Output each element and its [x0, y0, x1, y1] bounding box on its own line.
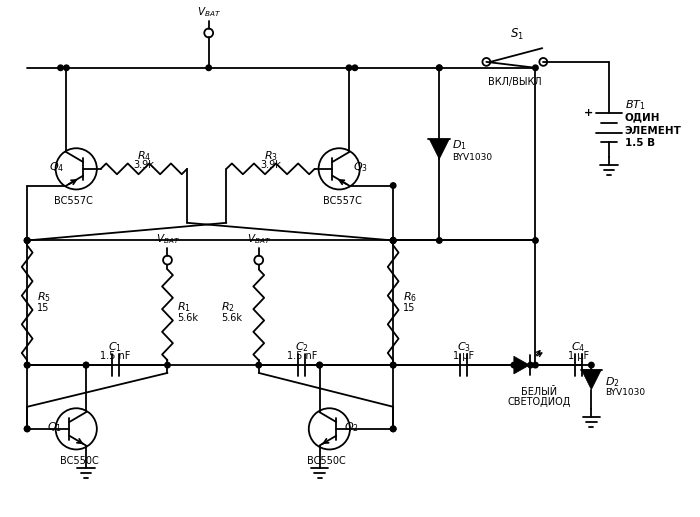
- Circle shape: [164, 362, 170, 368]
- Circle shape: [58, 65, 63, 70]
- Circle shape: [391, 238, 396, 243]
- Circle shape: [25, 362, 30, 368]
- Text: $Q_1$: $Q_1$: [47, 420, 62, 434]
- Circle shape: [346, 65, 351, 70]
- Circle shape: [437, 238, 442, 243]
- Text: ОДИН: ОДИН: [624, 113, 660, 123]
- Text: 5.6k: 5.6k: [221, 313, 242, 323]
- Circle shape: [206, 65, 211, 70]
- Text: $C_1$: $C_1$: [108, 341, 122, 354]
- Circle shape: [589, 362, 594, 368]
- Text: $D_2$: $D_2$: [605, 375, 620, 389]
- Circle shape: [25, 362, 30, 368]
- Text: $V_{BAT}$: $V_{BAT}$: [247, 233, 271, 247]
- Text: $BT_1$: $BT_1$: [624, 98, 645, 112]
- Text: $R_2$: $R_2$: [221, 300, 235, 314]
- Text: $V_{BAT}$: $V_{BAT}$: [197, 5, 220, 19]
- Circle shape: [391, 238, 396, 243]
- Circle shape: [528, 362, 533, 368]
- Text: $Q_2$: $Q_2$: [344, 420, 358, 434]
- Text: ВКЛ/ВЫКЛ: ВКЛ/ВЫКЛ: [488, 77, 542, 87]
- Circle shape: [391, 238, 396, 243]
- Text: BC557C: BC557C: [54, 196, 92, 206]
- Circle shape: [25, 426, 30, 432]
- Text: BC550C: BC550C: [307, 457, 346, 466]
- Circle shape: [25, 238, 30, 243]
- Text: $R_4$: $R_4$: [136, 149, 151, 163]
- Text: +: +: [584, 108, 594, 118]
- Circle shape: [317, 362, 322, 368]
- Text: $C_3$: $C_3$: [457, 341, 471, 354]
- Circle shape: [533, 65, 538, 70]
- Text: 1 μF: 1 μF: [568, 351, 589, 361]
- Circle shape: [533, 362, 538, 368]
- Text: $D_1$: $D_1$: [452, 139, 467, 152]
- Text: BC557C: BC557C: [323, 196, 362, 206]
- Circle shape: [25, 238, 30, 243]
- Circle shape: [391, 426, 396, 432]
- Text: $R_1$: $R_1$: [177, 300, 191, 314]
- Circle shape: [511, 362, 517, 368]
- Text: 1.5 В: 1.5 В: [624, 139, 654, 148]
- Text: $C_4$: $C_4$: [571, 341, 586, 354]
- Circle shape: [391, 362, 396, 368]
- Circle shape: [83, 362, 89, 368]
- Text: 1 μF: 1 μF: [453, 351, 475, 361]
- Text: 15: 15: [403, 302, 415, 313]
- Text: $Q_3$: $Q_3$: [354, 160, 368, 174]
- Circle shape: [64, 65, 69, 70]
- Text: 1.5 nF: 1.5 nF: [100, 351, 131, 361]
- Text: $C_2$: $C_2$: [295, 341, 309, 354]
- Circle shape: [317, 362, 322, 368]
- Polygon shape: [430, 140, 449, 159]
- Text: 5.6k: 5.6k: [177, 313, 198, 323]
- Text: 3.9k: 3.9k: [260, 160, 281, 170]
- Circle shape: [83, 362, 89, 368]
- Text: СВЕТОДИОД: СВЕТОДИОД: [508, 397, 571, 406]
- Circle shape: [352, 65, 358, 70]
- Text: $Q_4$: $Q_4$: [49, 160, 64, 174]
- Text: 1.5 nF: 1.5 nF: [287, 351, 317, 361]
- Circle shape: [533, 238, 538, 243]
- Text: $R_6$: $R_6$: [403, 290, 417, 304]
- Text: БЕЛЫЙ: БЕЛЫЙ: [522, 387, 557, 397]
- Circle shape: [391, 238, 396, 243]
- Text: 3.9k: 3.9k: [134, 160, 155, 170]
- Text: BYV1030: BYV1030: [605, 388, 645, 397]
- Text: BYV1030: BYV1030: [452, 153, 492, 162]
- Text: 15: 15: [37, 302, 50, 313]
- Circle shape: [391, 362, 396, 368]
- Circle shape: [437, 65, 442, 70]
- Circle shape: [391, 426, 396, 432]
- Circle shape: [391, 183, 396, 188]
- Text: BC550C: BC550C: [60, 457, 99, 466]
- Circle shape: [256, 362, 262, 368]
- Circle shape: [25, 426, 30, 432]
- Text: $V_{BAT}$: $V_{BAT}$: [155, 233, 179, 247]
- Polygon shape: [582, 370, 601, 390]
- Text: $R_3$: $R_3$: [263, 149, 277, 163]
- Text: $S_1$: $S_1$: [510, 27, 524, 42]
- Text: ЭЛЕМЕНТ: ЭЛЕМЕНТ: [624, 126, 682, 135]
- Text: $R_5$: $R_5$: [37, 290, 51, 304]
- Polygon shape: [514, 356, 529, 374]
- Circle shape: [25, 238, 30, 243]
- Circle shape: [437, 65, 442, 70]
